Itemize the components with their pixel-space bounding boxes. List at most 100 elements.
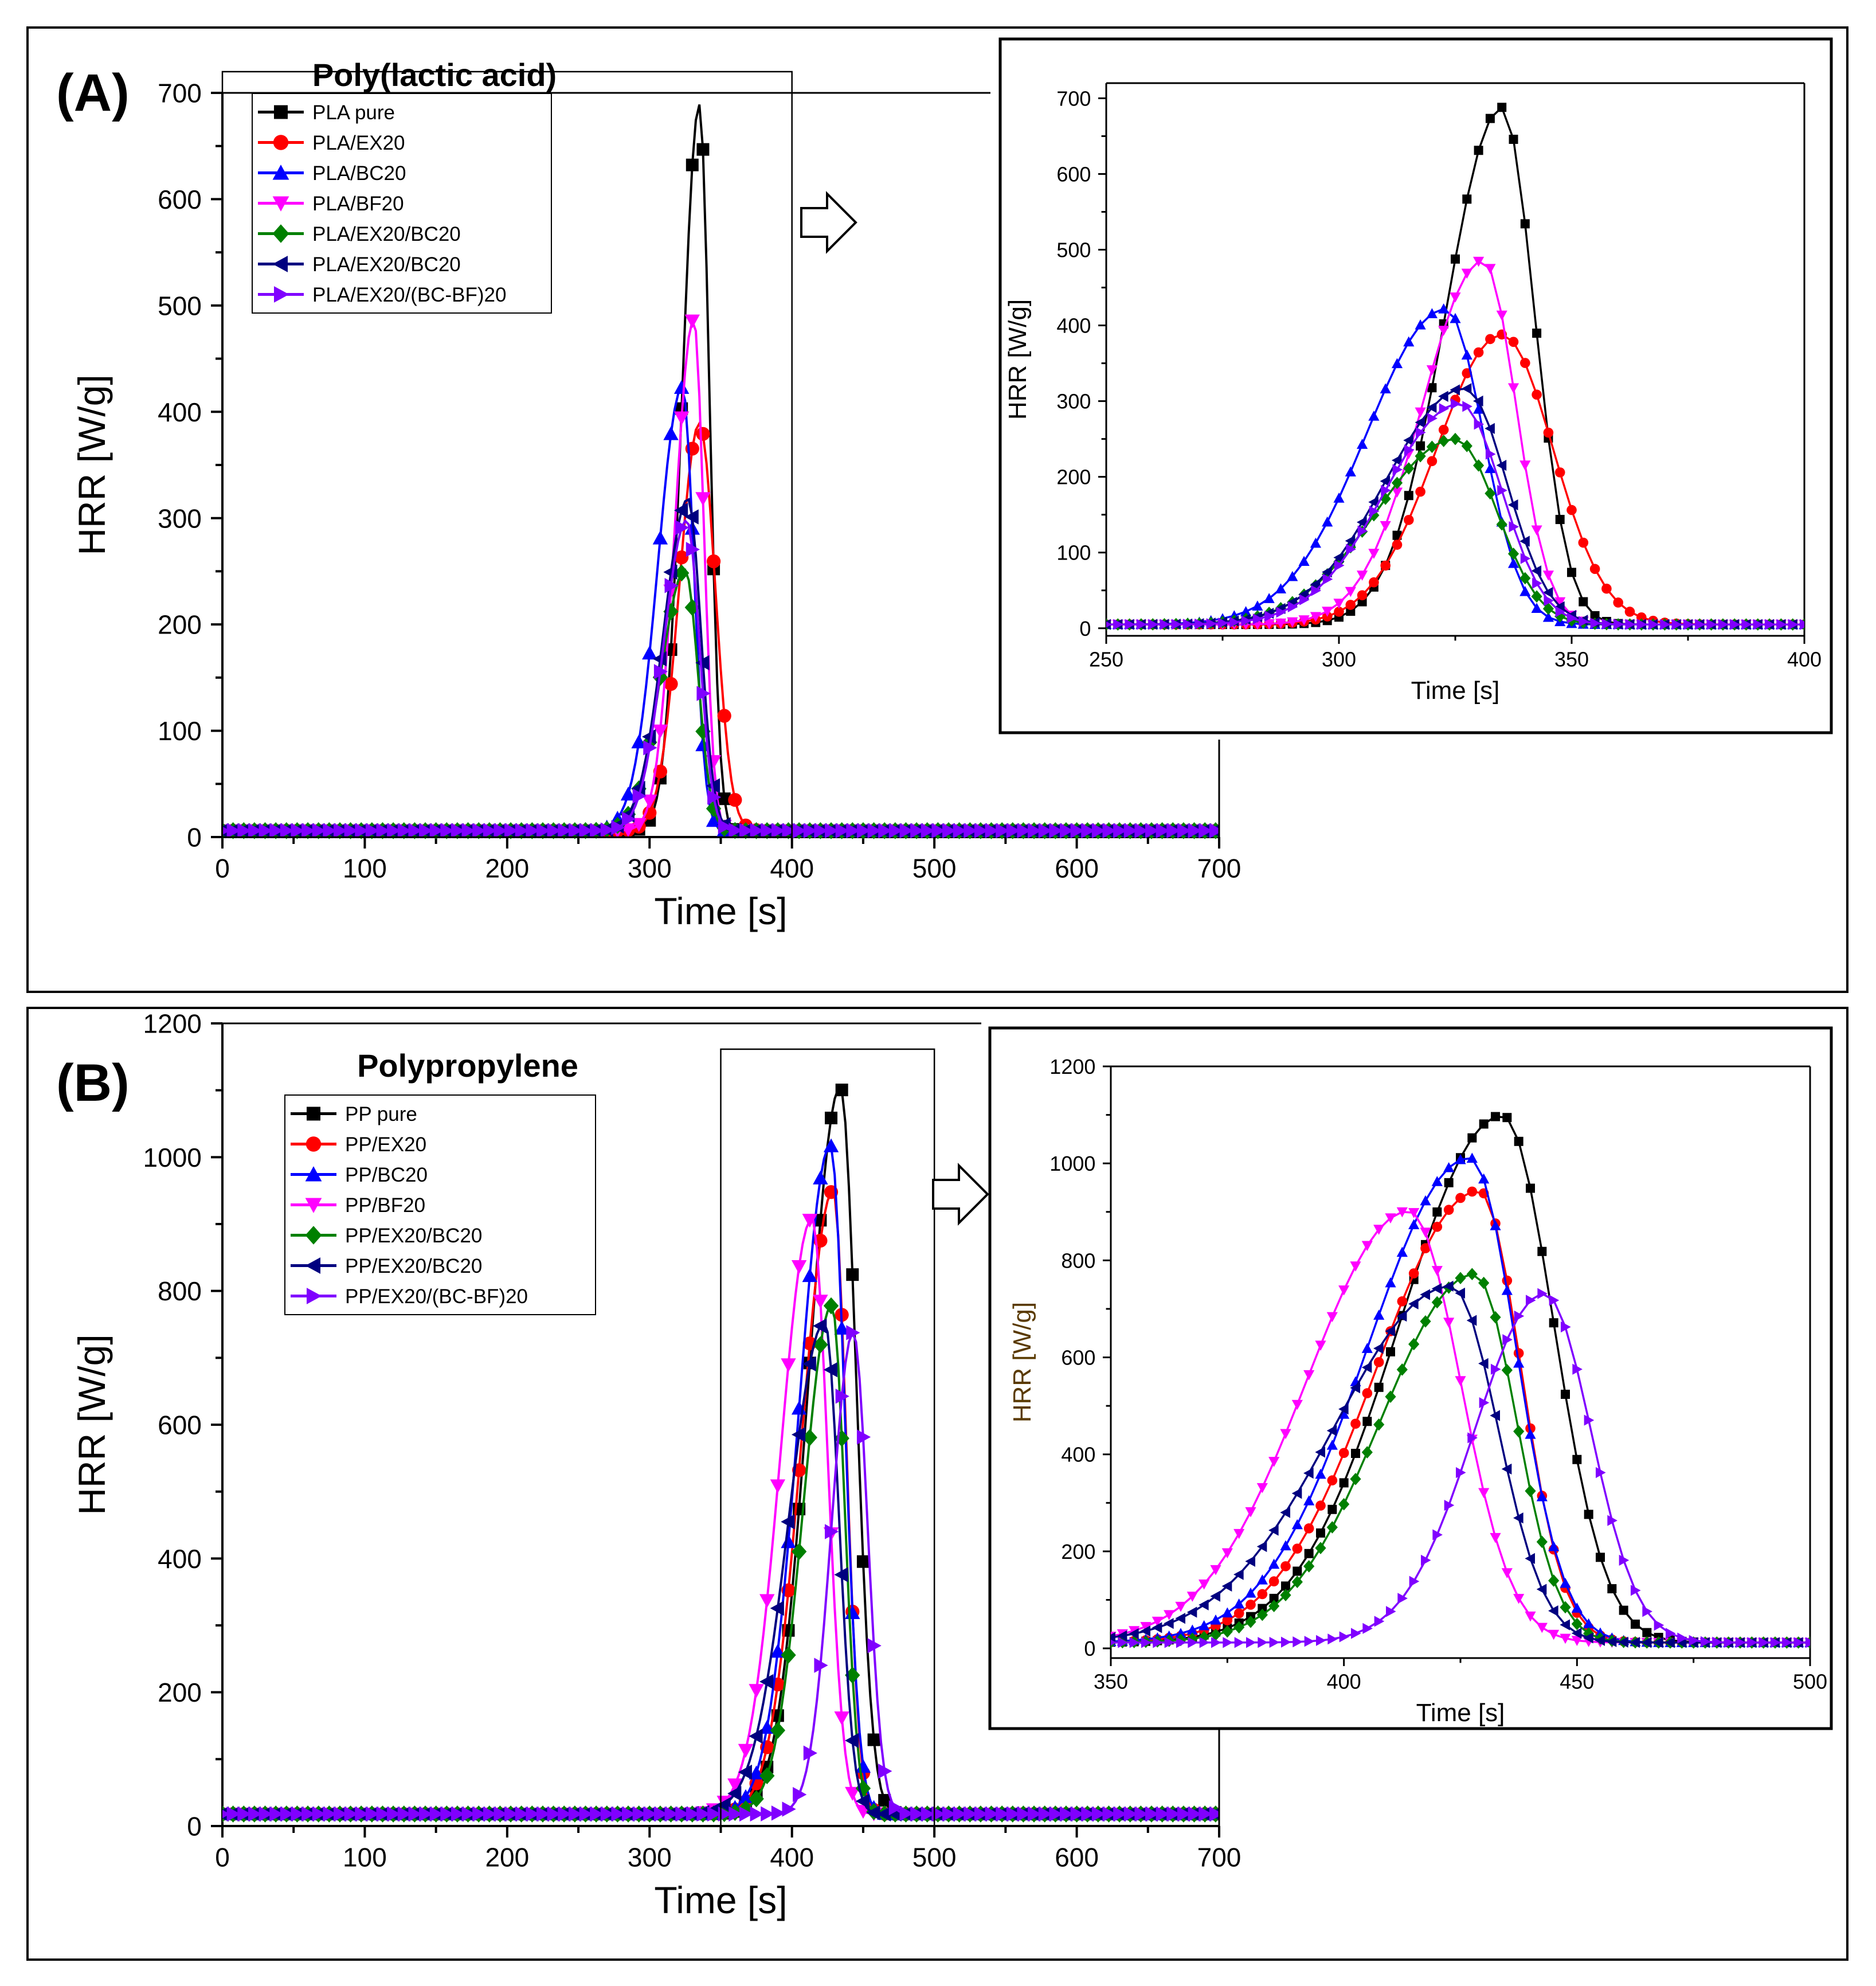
data-point xyxy=(1304,1549,1314,1558)
data-point xyxy=(1466,1315,1477,1326)
data-point xyxy=(1485,448,1496,460)
data-point xyxy=(1531,590,1542,603)
data-point xyxy=(547,1806,561,1822)
data-point xyxy=(1152,1616,1163,1627)
data-point xyxy=(845,1786,860,1801)
data-point xyxy=(1123,823,1138,839)
data-point xyxy=(1724,1637,1734,1648)
data-point xyxy=(791,1427,806,1442)
data-point xyxy=(312,823,326,839)
data-point xyxy=(1252,613,1263,625)
data-point xyxy=(1006,823,1020,839)
data-point xyxy=(1571,1617,1583,1631)
data-point xyxy=(1028,1806,1042,1822)
legend-label: PLA pure xyxy=(312,101,395,124)
panel-frame xyxy=(26,1007,1848,1961)
data-point xyxy=(1507,383,1519,394)
x-tick-label: 450 xyxy=(1560,1670,1594,1694)
zoom-window xyxy=(221,71,793,838)
data-point xyxy=(1256,1541,1267,1553)
data-point xyxy=(1210,1628,1221,1641)
data-point xyxy=(1315,1468,1326,1479)
data-point xyxy=(750,1806,764,1822)
data-point xyxy=(771,1805,786,1821)
data-point xyxy=(1561,1389,1570,1399)
data-point xyxy=(1542,612,1554,622)
data-point xyxy=(1501,1463,1512,1475)
data-point xyxy=(1513,1512,1523,1524)
data-point xyxy=(1303,1370,1315,1381)
data-point xyxy=(1327,1475,1338,1485)
data-point xyxy=(1326,1521,1338,1534)
data-point xyxy=(1800,619,1804,630)
data-point xyxy=(866,1805,880,1820)
data-point xyxy=(921,823,935,839)
y-tick-label: 1200 xyxy=(143,1009,202,1039)
data-point xyxy=(1311,585,1321,596)
data-point xyxy=(1590,611,1600,620)
data-point xyxy=(1478,1276,1490,1289)
data-point xyxy=(515,1806,529,1822)
data-point xyxy=(1368,496,1378,508)
data-point xyxy=(1548,1541,1560,1551)
panel-label: (A) xyxy=(56,64,130,122)
data-point xyxy=(985,823,999,839)
data-point xyxy=(1520,219,1530,229)
data-point xyxy=(1420,1195,1431,1206)
data-point xyxy=(590,823,604,838)
y-tick-label: 500 xyxy=(158,291,202,320)
data-point xyxy=(759,1767,775,1785)
data-point xyxy=(1380,475,1391,487)
y-tick-label: 1200 xyxy=(1049,1055,1095,1078)
data-point xyxy=(652,724,668,738)
data-point xyxy=(1427,413,1438,424)
y-tick-label: 100 xyxy=(158,716,202,746)
data-point xyxy=(1485,334,1495,345)
data-point xyxy=(1438,303,1450,314)
data-point xyxy=(696,143,710,156)
data-point xyxy=(1264,611,1275,622)
data-point xyxy=(1123,1806,1138,1822)
data-point xyxy=(749,1729,763,1744)
data-point xyxy=(1276,607,1287,618)
data-point xyxy=(1166,823,1181,839)
data-point xyxy=(1245,1616,1256,1628)
y-tick-label: 0 xyxy=(1079,617,1091,640)
data-point xyxy=(684,314,700,329)
data-point xyxy=(1391,358,1403,369)
data-point xyxy=(1315,1542,1326,1554)
data-point xyxy=(1268,1524,1279,1536)
data-point xyxy=(1730,619,1740,630)
data-point xyxy=(1753,619,1764,630)
data-point xyxy=(899,1805,914,1821)
data-point xyxy=(823,1297,839,1315)
data-point xyxy=(878,1764,892,1779)
data-point xyxy=(1403,462,1415,475)
data-point xyxy=(1397,1593,1408,1604)
data-point xyxy=(1431,1283,1442,1295)
data-point xyxy=(1199,1620,1210,1631)
data-point xyxy=(1322,566,1332,578)
data-point xyxy=(387,823,401,839)
data-point xyxy=(1408,1208,1420,1218)
data-point xyxy=(855,1793,870,1809)
data-point xyxy=(1531,565,1542,577)
data-point xyxy=(675,520,690,535)
data-point xyxy=(1338,1448,1349,1459)
data-point xyxy=(1513,1425,1525,1438)
data-point xyxy=(770,1644,786,1658)
data-point xyxy=(673,411,690,425)
data-point xyxy=(237,1806,252,1822)
data-point xyxy=(802,1356,816,1372)
legend: PLA pure PLA/EX20 PLA/BC20 PLA/BF20 PLA/EX20… xyxy=(252,93,552,314)
data-point xyxy=(684,509,699,525)
data-point xyxy=(727,1785,742,1801)
x-tick-label: 100 xyxy=(343,1843,387,1872)
data-point xyxy=(355,823,369,839)
zoom-window xyxy=(720,1048,935,1827)
data-point xyxy=(1532,389,1542,400)
data-point xyxy=(1467,1133,1477,1143)
data-point xyxy=(1408,1268,1419,1279)
data-point xyxy=(1292,1543,1303,1554)
data-point xyxy=(1648,619,1659,630)
